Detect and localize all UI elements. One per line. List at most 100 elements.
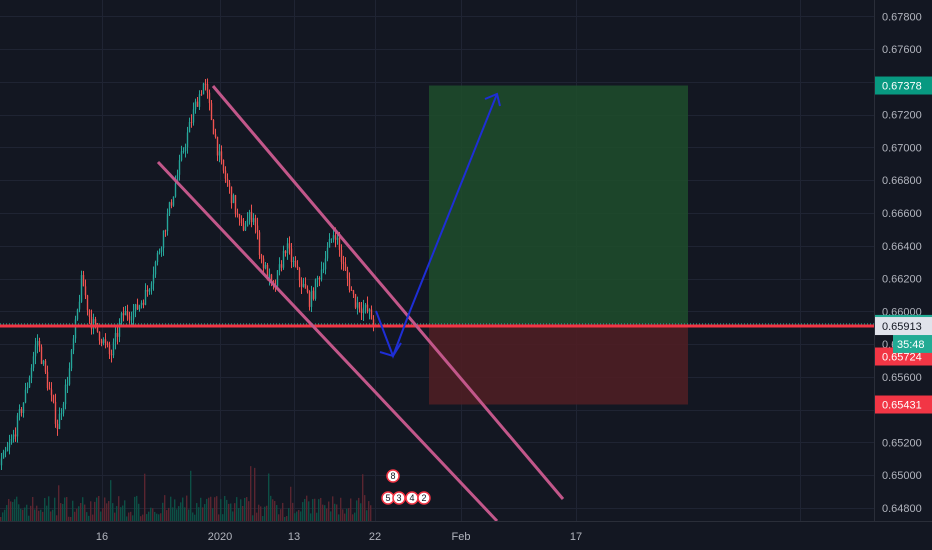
volume-bar [44, 498, 46, 521]
volume-bar [370, 505, 372, 521]
volume-bar [214, 497, 216, 521]
volume-bar [322, 504, 324, 521]
price-tick-label: 0.65600 [882, 372, 922, 384]
candle-body [106, 342, 109, 346]
event-marker[interactable]: 5 [381, 491, 395, 505]
candle-body [238, 214, 241, 219]
candle-body [156, 252, 159, 262]
candle-body [136, 304, 139, 310]
candle-body [74, 319, 77, 339]
candle-body [8, 442, 11, 448]
candle-body [4, 451, 7, 453]
price-tick-label: 0.66400 [882, 241, 922, 253]
candle-body [252, 218, 255, 223]
candle-body [344, 264, 347, 271]
volume-bar [98, 496, 100, 521]
time-tick-label: 17 [570, 531, 582, 543]
volume-bar [314, 498, 316, 521]
candle-body [204, 83, 207, 85]
volume-bar [152, 508, 154, 521]
volume-bar [290, 486, 292, 521]
projection-path[interactable] [375, 93, 498, 359]
event-markers[interactable]: 8 5 3 4 2 [381, 469, 431, 505]
time-tick-label: Feb [452, 531, 471, 543]
candle-body [242, 223, 245, 231]
candle-body [298, 268, 301, 281]
candle-body [348, 278, 351, 290]
candle-body [218, 151, 221, 156]
candle-body [40, 346, 43, 364]
event-marker-circle [386, 469, 400, 483]
channel-upper-line[interactable] [211, 85, 565, 500]
volume-bar [150, 507, 152, 521]
event-marker[interactable]: 3 [392, 491, 406, 505]
volume-bar [320, 497, 322, 521]
candle-body [126, 311, 129, 317]
volume-bar [6, 505, 8, 521]
candle-body [350, 289, 353, 291]
candle-body [276, 270, 279, 287]
candle-body [280, 264, 283, 268]
support-line-tag[interactable] [875, 317, 932, 336]
volume-bar [364, 495, 366, 521]
volume-bar [28, 515, 30, 521]
candle-body [246, 219, 249, 227]
candle-body [130, 319, 133, 321]
price-axis[interactable]: 0.678000.676000.674000.672000.670000.668… [874, 0, 932, 550]
volume-bar [216, 496, 218, 521]
volume-bar [368, 501, 370, 521]
volume-bar [338, 514, 340, 521]
volume-bar [78, 506, 80, 521]
event-marker[interactable]: 2 [417, 491, 431, 505]
candle-body [62, 404, 65, 414]
candle-body [340, 249, 343, 262]
candle-body [312, 290, 315, 299]
channel-lower-line[interactable] [156, 160, 499, 523]
volume-bar [40, 509, 42, 521]
price-tag[interactable] [875, 395, 932, 414]
candle-body [210, 103, 213, 120]
candle-body [84, 286, 87, 296]
volume-bar [236, 497, 238, 521]
event-marker[interactable]: 8 [386, 469, 400, 483]
volume-bar [46, 505, 48, 521]
volume-bar [72, 500, 74, 521]
candle-body [32, 356, 35, 368]
price-tick-label: 0.65200 [882, 437, 922, 449]
candle-body [322, 269, 325, 271]
candle-body [28, 377, 31, 388]
volume-bar [356, 500, 358, 521]
volume-bar [60, 503, 62, 521]
volume-bar [12, 501, 14, 521]
volume-bar [280, 509, 282, 521]
time-axis[interactable]: 16 2020 13 22 Feb 17 [0, 521, 932, 550]
volume-bar [34, 509, 36, 521]
candle-body [266, 264, 269, 281]
candle-body [334, 235, 337, 240]
volume-bar [366, 510, 368, 521]
candle-body [66, 384, 69, 386]
volume-bar [360, 503, 362, 521]
candle-body [346, 270, 349, 279]
candle-body [34, 345, 37, 357]
volume-bar [336, 504, 338, 521]
volume-bar [244, 497, 246, 521]
loss-zone[interactable] [429, 323, 688, 405]
candle-body [284, 250, 287, 254]
volume-bar [362, 474, 364, 521]
candle-body [250, 211, 253, 223]
candle-body [330, 238, 333, 240]
volume-bar [68, 516, 70, 521]
profit-zone[interactable] [429, 85, 688, 324]
candle-body [54, 401, 57, 424]
volume-bar [82, 497, 84, 521]
long-position-zones[interactable] [429, 85, 688, 405]
candle-body [294, 260, 297, 267]
volume-bar [232, 511, 234, 521]
event-marker[interactable]: 4 [405, 491, 419, 505]
chart-drawings[interactable] [0, 85, 874, 523]
price-tag[interactable] [875, 76, 932, 95]
event-marker-circle [417, 491, 431, 505]
volume-bar [176, 509, 178, 521]
